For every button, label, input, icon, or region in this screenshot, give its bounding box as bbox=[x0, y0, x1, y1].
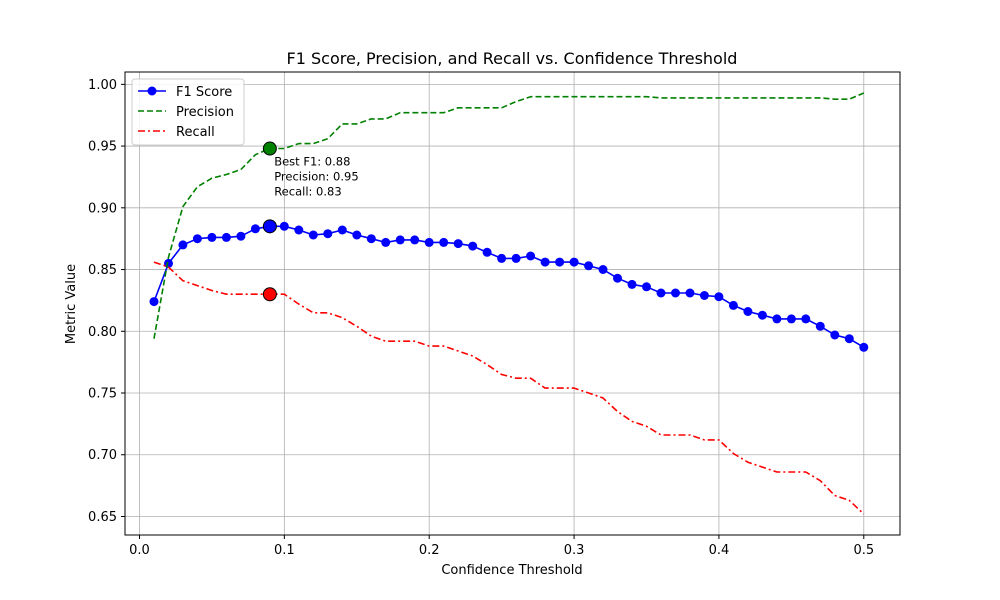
series-point-f1-score bbox=[149, 297, 159, 307]
series-point-f1-score bbox=[613, 273, 622, 283]
series-line-f1-score bbox=[153, 225, 865, 348]
series-point-f1-score bbox=[671, 288, 680, 298]
series-point-f1-score bbox=[410, 235, 420, 245]
series-point-f1-score bbox=[453, 239, 463, 249]
x-tick-label: 0.5 bbox=[853, 543, 874, 558]
x-tick-label: 0.0 bbox=[129, 543, 150, 558]
series-point-f1-score bbox=[366, 234, 376, 244]
x-tick-label: 0.4 bbox=[709, 543, 730, 558]
y-tick-label: 0.95 bbox=[88, 140, 117, 155]
series-point-f1-score bbox=[236, 231, 246, 241]
series-point-f1-score bbox=[424, 237, 434, 247]
legend-marker-f1 bbox=[147, 86, 157, 96]
legend-item-precision: Precision bbox=[138, 105, 234, 120]
series-point-f1-score bbox=[540, 257, 550, 267]
series-point-f1-score bbox=[772, 314, 782, 324]
series-point-f1-score bbox=[323, 229, 333, 239]
series-point-f1-score bbox=[294, 225, 304, 235]
y-tick-label: 1.00 bbox=[88, 78, 117, 93]
series-point-f1-score bbox=[337, 225, 347, 235]
series-point-f1-score bbox=[743, 307, 753, 316]
y-tick-label: 0.65 bbox=[88, 510, 117, 525]
series-point-f1-score bbox=[178, 240, 188, 250]
legend-label-recall: Recall bbox=[176, 125, 215, 140]
y-axis-label: Metric Value bbox=[64, 264, 79, 344]
series-point-f1-score bbox=[786, 314, 796, 324]
series-point-f1-score bbox=[511, 253, 521, 263]
series-point-f1-score bbox=[627, 279, 637, 289]
series-point-f1-score bbox=[308, 230, 318, 240]
legend-box bbox=[131, 78, 245, 146]
series-point-f1-score bbox=[815, 321, 825, 331]
series-point-f1-score bbox=[381, 237, 391, 247]
annotation-recall: Recall: 0.83 bbox=[274, 184, 341, 198]
x-tick-label: 0.1 bbox=[274, 543, 295, 558]
plot-frame bbox=[124, 71, 901, 536]
series-layer bbox=[149, 92, 869, 515]
series-line-precision bbox=[153, 92, 865, 339]
series-point-f1-score bbox=[801, 314, 811, 324]
chart-title: F1 Score, Precision, and Recall vs. Conf… bbox=[287, 49, 738, 68]
series-point-f1-score bbox=[584, 261, 594, 271]
legend-item-f1: F1 Score bbox=[138, 85, 232, 100]
y-tick-label: 0.75 bbox=[88, 387, 117, 402]
series-point-f1-score bbox=[250, 224, 260, 234]
legend-label-precision: Precision bbox=[176, 105, 234, 120]
series-point-f1-score bbox=[699, 291, 709, 300]
series-point-f1-score bbox=[569, 257, 579, 267]
series-point-f1-score bbox=[685, 288, 695, 298]
series-point-f1-score bbox=[757, 310, 767, 320]
best-f1-annotation: Best F1: 0.88 Precision: 0.95 Recall: 0.… bbox=[274, 154, 358, 198]
y-tick-label: 0.90 bbox=[88, 201, 117, 216]
series-point-f1-score bbox=[728, 300, 738, 310]
series-point-f1-score bbox=[526, 251, 536, 261]
series-point-f1-score bbox=[468, 241, 478, 251]
y-tick-label: 0.85 bbox=[88, 263, 117, 278]
series-point-f1-score bbox=[279, 221, 289, 231]
legend-label-f1: F1 Score bbox=[176, 85, 232, 100]
legend-item-recall: Recall bbox=[138, 125, 215, 140]
annotation-precision: Precision: 0.95 bbox=[274, 169, 358, 183]
x-tick-label: 0.3 bbox=[564, 543, 585, 558]
series-point-f1-score bbox=[642, 282, 651, 292]
x-tick-label: 0.2 bbox=[419, 543, 440, 558]
series-point-f1-score bbox=[439, 237, 449, 247]
series-point-f1-score bbox=[859, 342, 869, 352]
annotation-best-f1: Best F1: 0.88 bbox=[274, 154, 350, 168]
series-point-f1-score bbox=[830, 330, 840, 340]
series-point-f1-score bbox=[352, 230, 362, 240]
series-point-f1-score bbox=[192, 234, 202, 244]
series-point-f1-score bbox=[221, 232, 231, 242]
series-point-f1-score bbox=[714, 292, 724, 302]
x-axis-label: Confidence Threshold bbox=[441, 563, 582, 578]
series-point-f1-score bbox=[395, 235, 405, 245]
series-point-f1-score bbox=[656, 288, 666, 298]
axis-ticks: 0.0 0.1 0.2 0.3 0.4 0.5 0.65 0.70 0.75 0.80 0.85 0.… bbox=[88, 78, 874, 558]
series-point-f1-score bbox=[555, 257, 565, 267]
best-f1-point bbox=[262, 219, 277, 234]
series-point-f1-score bbox=[207, 232, 217, 242]
series-point-f1-score bbox=[482, 247, 492, 257]
series-point-f1-score bbox=[844, 334, 854, 344]
best-precision-point bbox=[262, 141, 277, 156]
best-recall-point bbox=[262, 287, 277, 302]
y-tick-label: 0.80 bbox=[88, 325, 117, 340]
series-point-f1-score bbox=[497, 253, 507, 263]
legend: F1 Score Precision Recall bbox=[131, 78, 245, 146]
best-point-layer bbox=[262, 141, 277, 302]
series-point-f1-score bbox=[598, 265, 608, 274]
grid bbox=[125, 72, 900, 535]
y-tick-label: 0.70 bbox=[88, 448, 117, 463]
series-line-recall bbox=[153, 261, 865, 515]
